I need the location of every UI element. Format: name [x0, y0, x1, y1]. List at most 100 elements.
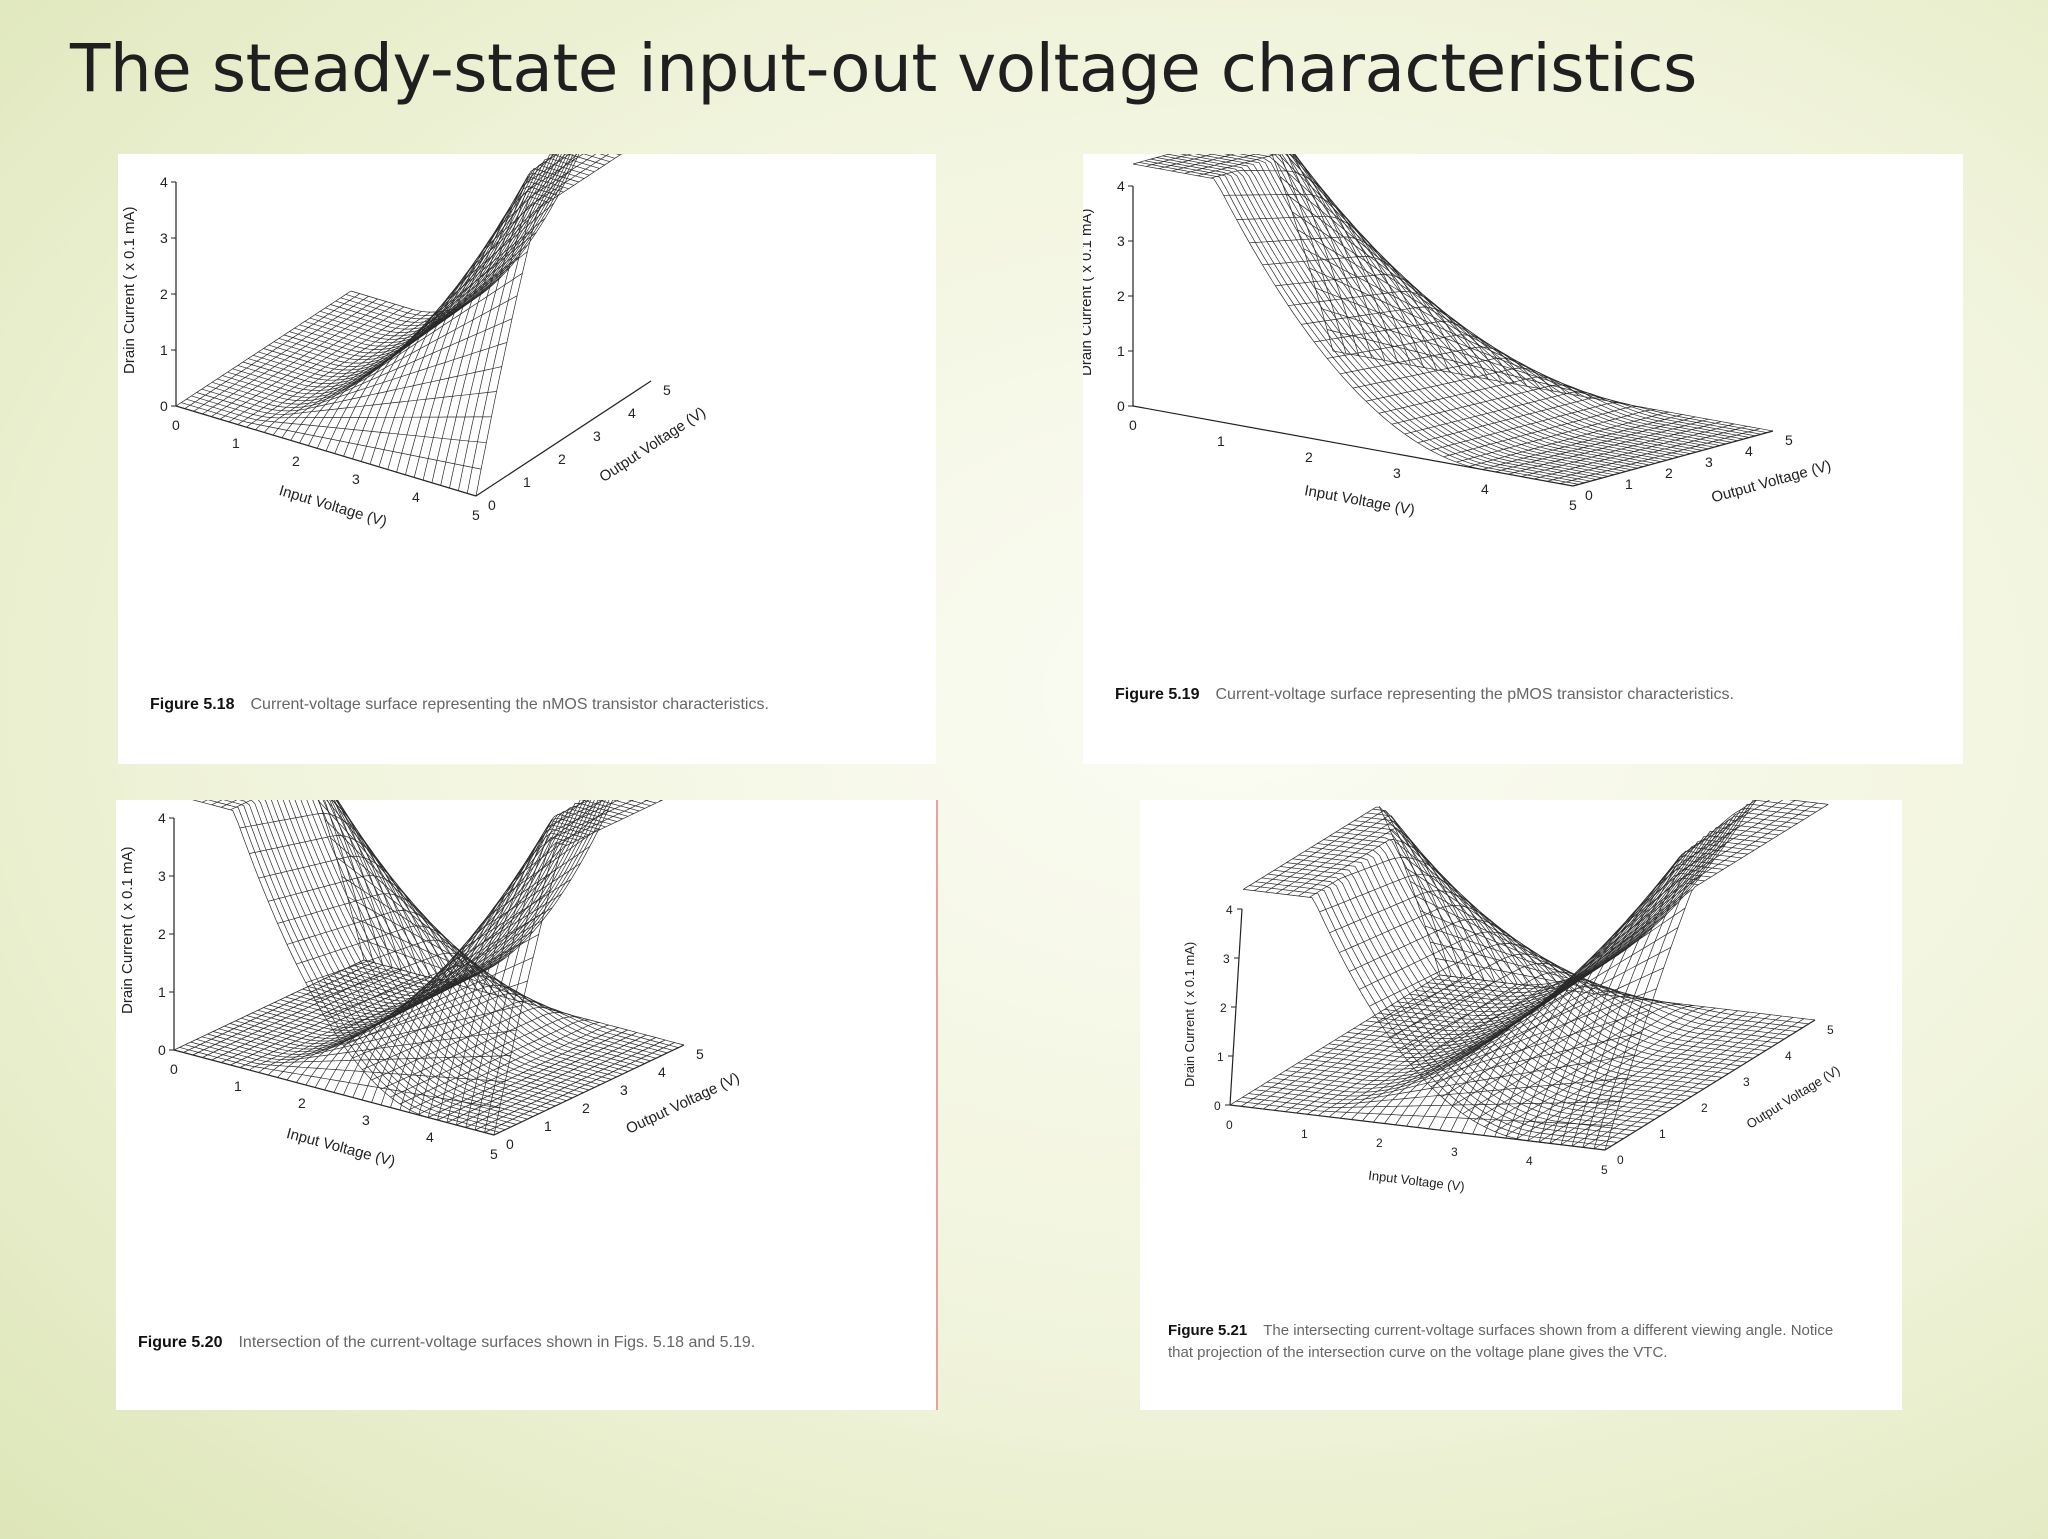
mesh-line-input — [1223, 154, 1632, 471]
mesh-line-output — [361, 907, 553, 1101]
mesh-line-output — [1462, 1001, 1672, 1115]
mesh-line-output — [316, 285, 493, 449]
x-tick-label: 4 — [1526, 1154, 1533, 1168]
mesh-line-output — [1410, 978, 1617, 1065]
y-tick-label: 5 — [663, 382, 671, 398]
mesh-line-output — [1549, 800, 1771, 1144]
y-tick-label: 4 — [1745, 443, 1753, 459]
mesh-line-output — [1549, 1013, 1761, 1144]
mesh-line-output — [1443, 406, 1644, 458]
mesh-line-output — [431, 154, 558, 483]
mesh-line-output — [175, 290, 352, 407]
mesh-line-output — [1309, 857, 1507, 984]
x-axis-label: Input Voltage (V) — [1303, 482, 1416, 519]
mesh-line-input — [1156, 157, 1597, 480]
axis-labels: Input Voltage (V) Output Voltage (V) Drain… — [1083, 208, 1833, 519]
mesh-line-output — [440, 154, 571, 486]
mesh-line-input — [1285, 946, 1672, 1081]
mesh-line-input — [1285, 193, 1726, 445]
axis-labels: Input Voltage (V) Output Voltage (V) Drain… — [121, 206, 709, 530]
z-tick-label: 0 — [1117, 398, 1125, 414]
mesh-line-output — [1593, 1018, 1805, 1149]
figure-5-19-caption-text: Current-voltage surface representing the… — [1215, 686, 1734, 703]
z-tick-label: 0 — [160, 398, 168, 414]
mesh-line-output — [1593, 802, 1818, 1149]
mesh-line-output — [268, 875, 459, 986]
mesh-line-output — [1430, 990, 1639, 1088]
mesh-line-output — [1365, 367, 1567, 402]
mesh-line-input — [325, 154, 565, 330]
z-tick-label: 4 — [1117, 178, 1125, 194]
figure-5-21-panel: 0 1 2 3 4 5 0 1 2 3 4 5 0 1 2 3 4 Input Voltage (V) Output… — [1140, 800, 1902, 1410]
mesh-line-output — [1420, 985, 1628, 1077]
figure-5-19-label: Figure 5.19 — [1115, 686, 1200, 703]
z-tick-label: 4 — [158, 810, 166, 826]
mesh-line-output — [474, 800, 634, 1131]
z-tick-label: 4 — [1226, 903, 1233, 917]
x-tick-label: 4 — [426, 1129, 434, 1145]
mesh-line-output — [399, 1019, 590, 1105]
y-tick-label: 1 — [523, 474, 531, 490]
mesh-line-output — [1132, 154, 1334, 352]
mesh-line-output — [1473, 1003, 1683, 1122]
mesh-line-output — [1236, 215, 1437, 370]
mesh-line-output — [493, 1044, 685, 1136]
mesh-line-output — [1298, 839, 1496, 982]
mesh-line-output — [237, 309, 413, 425]
mesh-line-output — [325, 276, 502, 452]
x-axis-label: Input Voltage (V) — [285, 1125, 397, 1170]
x-tick-label: 0 — [170, 1061, 178, 1077]
axes — [1229, 908, 1816, 1151]
mesh-line-output — [1223, 193, 1424, 368]
mesh-line-output — [465, 800, 620, 1128]
x-tick-label: 4 — [412, 489, 420, 505]
mesh-line-input — [1327, 329, 1768, 433]
mesh-line-output — [1158, 154, 1360, 356]
mesh-line-output — [1249, 236, 1450, 373]
mesh-line-input — [185, 1044, 506, 1082]
axis-labels: Input Voltage (V) Output Voltage (V) Drain… — [119, 846, 742, 1170]
mesh-line-output — [399, 846, 591, 1111]
mesh-line-output — [1373, 972, 1585, 1123]
mesh-line-input — [1285, 154, 1662, 463]
mesh-line-output — [390, 1016, 581, 1098]
mesh-line-output — [239, 977, 431, 1068]
mesh-line-output — [1145, 154, 1347, 354]
mesh-line-output — [1319, 874, 1518, 985]
mesh-line-output — [202, 967, 393, 1058]
mesh-line-output — [418, 1024, 609, 1115]
mesh-line-output — [1284, 981, 1496, 1112]
mesh-line-output — [1582, 1017, 1794, 1148]
y-tick-label: 2 — [1665, 465, 1673, 481]
figure-5-19-panel: 0 1 2 3 4 5 0 1 2 3 4 5 0 1 2 3 4 Input Voltage (V) Output… — [1083, 154, 1963, 764]
mesh-line-output — [1275, 274, 1476, 378]
mesh-line-output — [369, 218, 546, 465]
mesh-line-output — [1197, 154, 1399, 363]
mesh-line-output — [249, 835, 440, 981]
mesh-line-output — [1582, 801, 1807, 1148]
mesh-line-output — [1362, 977, 1574, 1122]
x-tick-label: 1 — [1217, 433, 1225, 449]
mesh-line-output — [315, 952, 506, 1001]
mesh-line-output — [219, 303, 396, 420]
figure-5-21-caption-text: The intersecting current-voltage surface… — [1168, 1322, 1834, 1361]
mesh-line-output — [1430, 402, 1631, 451]
y-tick-label: 0 — [1585, 487, 1593, 503]
mesh-line-output — [1369, 943, 1573, 1007]
mesh-line-output — [1339, 905, 1540, 988]
mesh-line-input — [227, 251, 528, 395]
x-tick-label: 0 — [1129, 417, 1137, 433]
mesh-line-input — [1194, 154, 1621, 474]
mesh-line-output — [239, 813, 431, 978]
mesh-line-output — [1560, 800, 1784, 1145]
figure-5-20-label: Figure 5.20 — [138, 1334, 223, 1351]
mesh-line-output — [466, 154, 610, 494]
mesh-line-output — [324, 949, 515, 1091]
mesh-line-output — [228, 306, 405, 423]
mesh-line-output — [1527, 1010, 1738, 1141]
mesh-line-output — [456, 1034, 647, 1126]
y-tick-label: 1 — [1625, 476, 1633, 492]
